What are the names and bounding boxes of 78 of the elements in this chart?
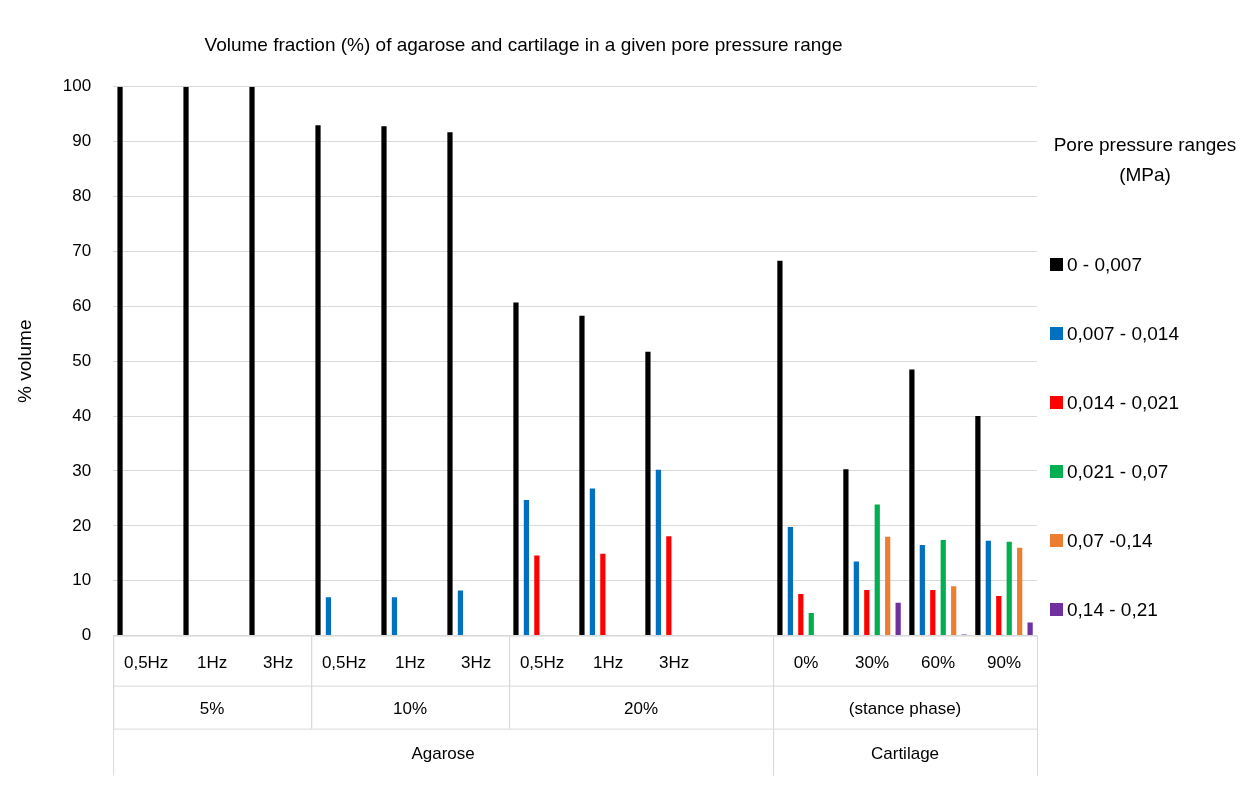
y-tick-label: 20 (72, 515, 92, 535)
bar (447, 132, 453, 636)
x-tick-label: 90% (986, 653, 1022, 673)
text: Agarose (411, 743, 475, 763)
bar (645, 351, 651, 636)
bar (798, 593, 804, 636)
text: (stance phase) (848, 698, 962, 718)
bar (249, 86, 255, 636)
x-tick-label: 60% (921, 653, 956, 673)
bar (534, 555, 540, 636)
bar (909, 369, 915, 636)
y-tick-label: 40 (72, 405, 92, 425)
legend-title: Pore pressure ranges (MPa) (1052, 133, 1238, 187)
y-tick-label: 70 (72, 241, 92, 261)
bar (523, 500, 530, 636)
bar (996, 596, 1002, 636)
y-axis-title: % volume (13, 319, 35, 403)
y-tick-label: 90 (72, 131, 92, 151)
x-tick-label: 1Hz (394, 653, 426, 673)
bar (513, 302, 519, 636)
y-tick-label: 0 (81, 625, 92, 645)
bar (666, 536, 672, 636)
bar (874, 504, 880, 636)
legend-label: 0 - 0,007 (1067, 253, 1142, 276)
bar (787, 526, 793, 636)
x-tick-label: 0,5Hz (123, 653, 169, 673)
text: 5% (199, 698, 225, 718)
text: Cartilage (871, 743, 940, 763)
x-tick-label: 3Hz (658, 653, 690, 673)
bar (895, 602, 901, 636)
bar (600, 553, 606, 636)
x-tick-label: 1Hz (197, 653, 228, 673)
bar (940, 540, 946, 636)
y-tick-label: 50 (72, 350, 92, 370)
y-tick-label: 100 (62, 76, 92, 96)
x-tick-label: 1Hz (592, 653, 624, 673)
bar (117, 86, 123, 636)
bar (589, 488, 596, 636)
x-tick-label: 3Hz (263, 653, 294, 673)
legend-label: 0,014 - 0,021 (1067, 391, 1179, 414)
text: 20% (624, 698, 659, 718)
bar (843, 469, 849, 636)
bar (1017, 547, 1023, 636)
bar (985, 540, 991, 636)
bar (885, 536, 891, 636)
legend-label: 0,14 - 0,21 (1067, 598, 1158, 621)
legend-label: 0,021 - 0,07 (1067, 460, 1169, 483)
y-tick-label: 80 (72, 186, 92, 206)
bar (315, 125, 321, 636)
x-tick-label: 0,5Hz (321, 653, 367, 673)
bar (975, 416, 981, 636)
text: 10% (393, 698, 428, 718)
x-tick-label: 3Hz (460, 653, 492, 673)
bar (1027, 622, 1033, 636)
bar (951, 586, 957, 636)
y-tick-label: 10 (72, 570, 92, 590)
bar (579, 315, 585, 636)
x-tick-label: 0% (793, 653, 819, 673)
bar (391, 597, 398, 636)
bar (655, 469, 661, 636)
legend-label: 0,07 -0,14 (1067, 529, 1153, 552)
x-tick-label: 0,5Hz (519, 653, 565, 673)
bar (930, 590, 936, 636)
bar (777, 260, 783, 636)
y-tick-label: 30 (72, 460, 92, 480)
bar (381, 126, 387, 636)
y-tick-label: 60 (72, 296, 92, 316)
bar (325, 597, 332, 636)
bar (808, 613, 814, 636)
bar (853, 561, 859, 636)
bar (183, 86, 189, 636)
bar (457, 590, 464, 636)
x-tick-label: 30% (855, 653, 890, 673)
bar (864, 590, 870, 636)
chart-title: Volume fraction (%) of agarose and cartilage in a given pore pressure range (204, 33, 843, 55)
bar (1006, 541, 1012, 636)
legend-label: 0,007 - 0,014 (1067, 322, 1179, 345)
bar (919, 545, 925, 636)
